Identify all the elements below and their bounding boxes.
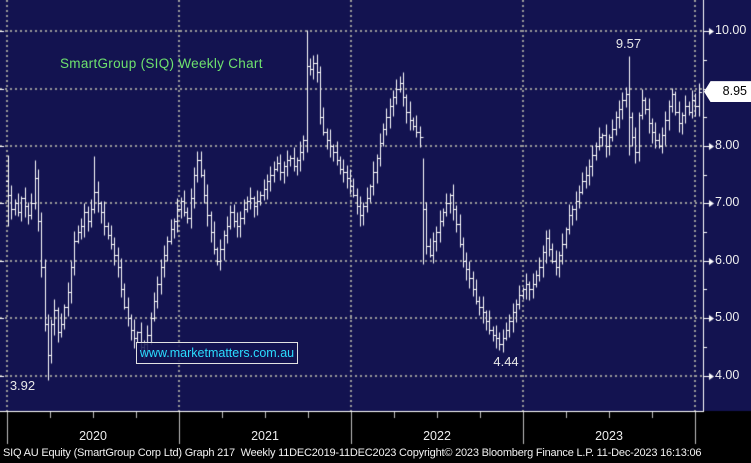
last-price-tag: 8.95 [704,81,751,103]
y-axis-label-8: 8.00 [715,138,740,153]
x-axis-label-2020: 2020 [79,429,107,443]
annotation-low-2020: 3.92 [9,378,36,394]
y-axis-label-6: 6.00 [715,252,740,267]
status-bar: SIQ AU Equity (SmartGroup Corp Ltd) Grap… [3,447,702,459]
annotation-high-2023: 9.57 [615,36,642,52]
y-axis-label-5: 5.00 [715,310,740,325]
chart-title: SmartGroup (SIQ) Weekly Chart [60,56,263,71]
x-axis-label-2023: 2023 [595,429,623,443]
x-axis-label-2021: 2021 [251,429,279,443]
y-axis-label-4: 4.00 [715,367,740,382]
annotation-low-2022: 4.44 [493,354,519,370]
x-axis-label-2022: 2022 [423,429,451,443]
marketmatters-link[interactable]: www.marketmatters.com.au [136,342,298,364]
y-axis-label-10: 10.00 [715,23,747,38]
y-axis-label-7: 7.00 [715,195,740,210]
